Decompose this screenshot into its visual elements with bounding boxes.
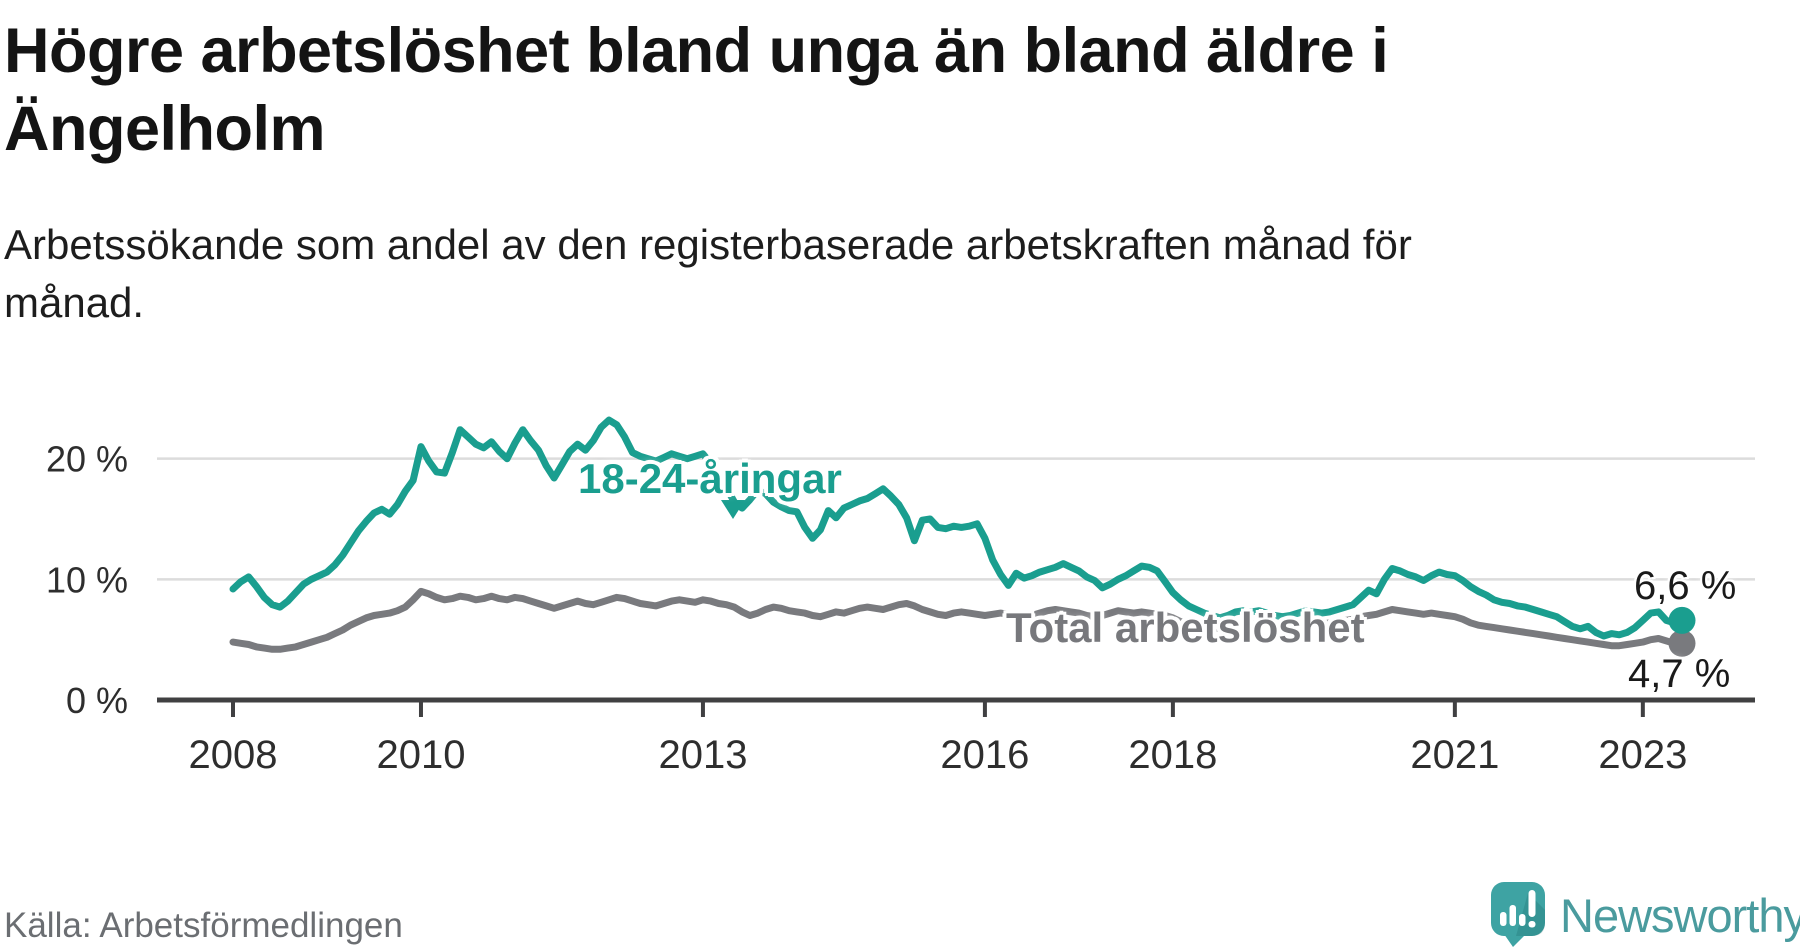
series-end-dot-total: [1668, 629, 1696, 657]
newsworthy-logo-icon: [1491, 882, 1545, 947]
page-title-line1: Högre arbetslöshet bland unga än bland ä…: [4, 16, 1389, 86]
series-label-total: Total arbetslöshet: [1006, 604, 1365, 651]
page-subtitle: Arbetssökande som andel av den registerb…: [4, 216, 1412, 332]
x-tick-label-2016: 2016: [940, 733, 1029, 777]
logo-exclamation-bar: [1528, 890, 1536, 917]
end-value-label-youth: 6,6 %: [1634, 564, 1737, 608]
newsworthy-logo-text: Newsworthy: [1560, 889, 1800, 942]
page-subtitle-line2: månad.: [4, 279, 145, 326]
x-tick-label-2010: 2010: [376, 733, 465, 777]
logo-bubble-tail: [1504, 934, 1526, 947]
series-line-youth: [229, 416, 1686, 640]
annotation-arrow-icon: [721, 500, 745, 519]
page-subtitle-line1: Arbetssökande som andel av den registerb…: [4, 221, 1412, 268]
x-tick-label-2018: 2018: [1128, 733, 1217, 777]
x-tick-label-2021: 2021: [1410, 733, 1499, 777]
series-end-dot-youth: [1668, 606, 1696, 634]
y-tick-label-10: 10 %: [46, 559, 128, 600]
x-tick-label-2023: 2023: [1598, 733, 1687, 777]
logo-bar3: [1519, 914, 1526, 926]
logo-exclamation-dot: [1528, 921, 1536, 928]
logo-bar2: [1509, 905, 1516, 926]
x-tick-label-2013: 2013: [658, 733, 747, 777]
page-title: Högre arbetslöshet bland unga än bland ä…: [4, 12, 1389, 168]
y-tick-label-0: 0 %: [66, 680, 128, 721]
source-note: Källa: Arbetsförmedlingen: [4, 906, 403, 945]
series-label-youth: 18-24-åringar: [578, 455, 842, 502]
x-tick-label-2008: 2008: [189, 733, 278, 777]
y-tick-label-20: 20 %: [46, 439, 128, 480]
series-line-total: [229, 587, 1686, 653]
logo-bar1: [1500, 912, 1507, 926]
end-value-label-total: 4,7 %: [1628, 652, 1731, 696]
page-title-line2: Ängelholm: [4, 94, 326, 164]
